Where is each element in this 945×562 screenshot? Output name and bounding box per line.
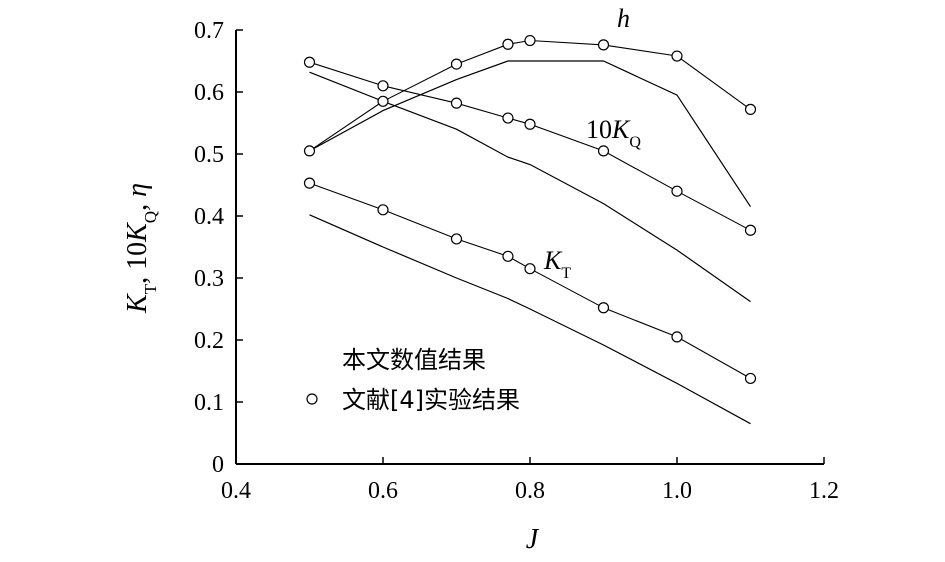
data-point-10kq-experimental [744, 224, 757, 236]
annotation-10kq: 10KQ [586, 115, 641, 151]
x-tick-label: 0.4 [221, 478, 251, 504]
series-line-kt-experimental [309, 182, 751, 379]
data-point-kt-experimental [450, 233, 463, 245]
annotation-h: h [617, 4, 630, 33]
y-axis-title: KT, 10KQ, η [122, 183, 160, 314]
data-point-10kq-experimental [671, 185, 683, 197]
x-axis-title: J [526, 524, 540, 555]
series-line-h-numerical [309, 60, 752, 208]
data-point-h-experimental [450, 58, 463, 70]
y-tick-label: 0.7 [194, 18, 224, 44]
data-point-10kq-experimental [450, 97, 463, 109]
data-point-kt-experimental [303, 177, 316, 189]
series-line-10kq-numerical [309, 71, 751, 303]
x-tick-label: 0.6 [368, 478, 398, 504]
series-line-h-experimental [309, 39, 751, 152]
data-point-kt-experimental [597, 302, 610, 314]
y-tick-label: 0.5 [194, 142, 224, 168]
legend: 本文数值结果 文献[4]实验结果 [306, 346, 520, 414]
legend-label-experimental: 文献[4]实验结果 [342, 386, 520, 414]
data-point-h-experimental [303, 145, 316, 157]
ticks: 0.4 0.6 0.8 1.0 1.2 0 0.1 0.2 0.3 0.4 0.5 0.6 0.7 [194, 18, 839, 504]
data-point-10kq-experimental [502, 112, 514, 124]
data-point-10kq-experimental [377, 80, 389, 92]
data-point-h-experimental [744, 103, 757, 115]
x-tick-label: 1.2 [809, 478, 839, 504]
data-point-10kq-experimental [303, 56, 316, 68]
data-point-kt-experimental [671, 331, 683, 343]
markers-layer [303, 34, 757, 385]
x-tick-label: 0.8 [515, 478, 545, 504]
y-tick-label: 0.2 [194, 328, 224, 354]
x-tick-label: 1.0 [662, 478, 692, 504]
legend-marker-circle-icon [306, 393, 318, 405]
y-tick-label: 0.3 [194, 266, 224, 292]
y-tick-label: 0 [212, 452, 224, 478]
data-point-10kq-experimental [524, 118, 536, 130]
y-tick-label: 0.4 [194, 204, 224, 230]
y-tick-label: 0.6 [194, 80, 224, 106]
data-point-kt-experimental [377, 204, 389, 216]
data-point-h-experimental [671, 50, 683, 62]
legend-label-numerical: 本文数值结果 [342, 346, 486, 374]
data-point-h-experimental [524, 34, 536, 47]
data-point-h-experimental [377, 95, 389, 107]
data-point-h-experimental [597, 39, 610, 51]
data-point-kt-experimental [502, 250, 514, 262]
data-point-kt-experimental [524, 263, 536, 275]
axes [235, 30, 824, 465]
y-tick-label: 0.1 [194, 390, 224, 416]
data-point-kt-experimental [744, 372, 757, 385]
data-point-h-experimental [502, 38, 514, 50]
series-layer [309, 60, 752, 425]
annotation-kt: KT [543, 246, 571, 282]
series-line-kt-numerical [309, 214, 751, 425]
data-point-10kq-experimental [597, 145, 610, 157]
series-line-10kq-experimental [309, 61, 751, 231]
